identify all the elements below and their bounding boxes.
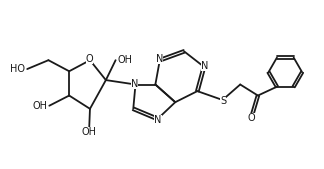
Text: O: O	[247, 113, 255, 123]
Text: S: S	[220, 96, 226, 106]
Text: O: O	[86, 54, 93, 64]
Text: N: N	[154, 115, 162, 125]
Text: OH: OH	[82, 127, 97, 137]
Text: N: N	[201, 61, 208, 71]
Text: N: N	[131, 79, 138, 89]
Text: HO: HO	[10, 64, 25, 74]
Text: N: N	[156, 54, 163, 64]
Text: OH: OH	[32, 101, 47, 111]
Text: OH: OH	[118, 55, 133, 65]
